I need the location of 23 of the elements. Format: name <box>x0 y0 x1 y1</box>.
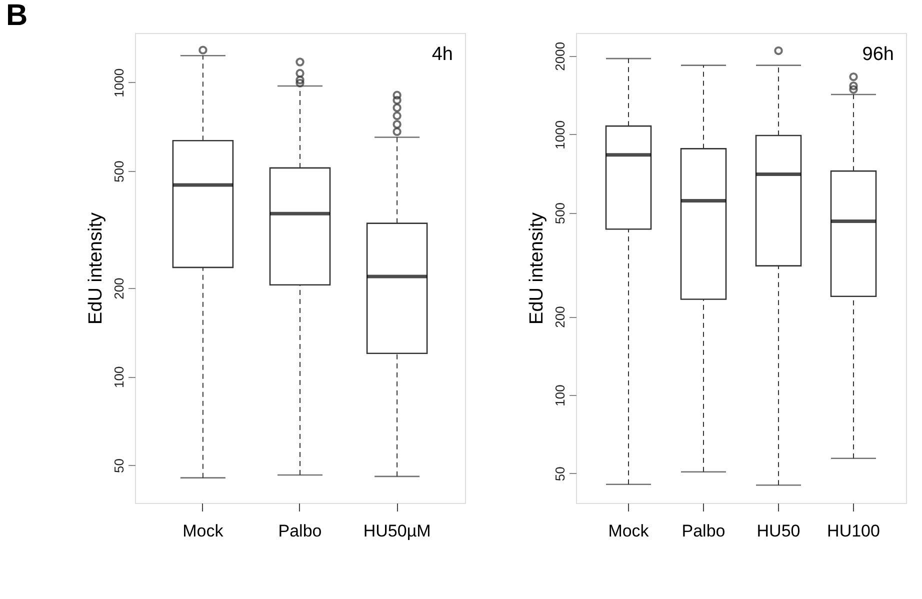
y-tick-label: 1000 <box>552 120 568 150</box>
y-tick-label: 50 <box>112 458 126 473</box>
x-tick-label: Palbo <box>278 522 322 540</box>
chart-title: B <box>6 0 28 32</box>
y-tick-label: 200 <box>112 278 126 300</box>
x-tick-label: Palbo <box>682 522 726 540</box>
y-tick-label: 1000 <box>112 68 126 98</box>
y-tick-label: 2000 <box>552 42 568 71</box>
x-tick-label: Mock <box>608 522 650 540</box>
y-tick-label: 100 <box>112 366 126 388</box>
y-tick-label: 500 <box>112 160 126 182</box>
y-axis-title: EdU intensity <box>526 212 548 324</box>
x-tick-label: Mock <box>182 522 224 540</box>
annotation: 4h <box>432 44 453 65</box>
y-tick-label: 50 <box>552 466 568 482</box>
x-tick-label: HU50 <box>756 522 800 540</box>
y-tick-label: 500 <box>552 202 568 224</box>
x-tick-label: HU100 <box>827 522 880 540</box>
y-tick-label: 200 <box>552 306 568 328</box>
y-tick-label: 100 <box>552 384 568 406</box>
annotation: 96h <box>862 44 894 65</box>
x-tick-label: HU50µM <box>363 522 431 540</box>
y-axis-title: EdU intensity <box>86 212 106 324</box>
